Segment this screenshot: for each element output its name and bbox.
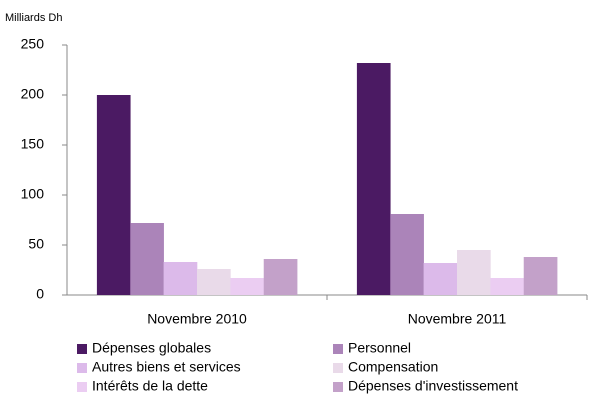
y-tick-label: 0 bbox=[36, 286, 44, 302]
bar bbox=[523, 257, 558, 295]
legend-swatch bbox=[77, 382, 87, 392]
bar bbox=[490, 278, 525, 295]
x-tick-label: Novembre 2010 bbox=[147, 311, 247, 327]
x-tick-label: Novembre 2011 bbox=[408, 311, 507, 327]
legend-swatch bbox=[77, 344, 87, 354]
bar bbox=[457, 250, 491, 295]
y-tick-label: 150 bbox=[21, 136, 45, 152]
legend-swatch bbox=[333, 363, 343, 373]
legend-label: Dépenses d'investissement bbox=[348, 378, 518, 394]
legend-label: Compensation bbox=[348, 359, 438, 375]
y-axis-label: Milliards Dh bbox=[5, 12, 62, 24]
legend-label: Dépenses globales bbox=[92, 340, 211, 356]
y-tick-label: 250 bbox=[21, 36, 45, 52]
bar bbox=[96, 95, 131, 295]
bar bbox=[163, 262, 198, 295]
bar bbox=[356, 63, 391, 295]
bar bbox=[197, 269, 231, 295]
bar bbox=[230, 278, 265, 295]
legend-swatch bbox=[77, 363, 87, 373]
bar bbox=[263, 259, 298, 295]
y-tick-label: 100 bbox=[21, 186, 45, 202]
y-tick-label: 50 bbox=[28, 236, 44, 252]
bar bbox=[130, 223, 164, 295]
legend-label: Intérêts de la dette bbox=[92, 378, 208, 394]
legend-swatch bbox=[333, 344, 343, 354]
legend-label: Personnel bbox=[348, 340, 411, 356]
bar bbox=[423, 263, 458, 295]
y-tick-label: 200 bbox=[21, 86, 45, 102]
bar bbox=[390, 214, 424, 295]
legend-label: Autres biens et services bbox=[92, 359, 241, 375]
legend-swatch bbox=[333, 382, 343, 392]
